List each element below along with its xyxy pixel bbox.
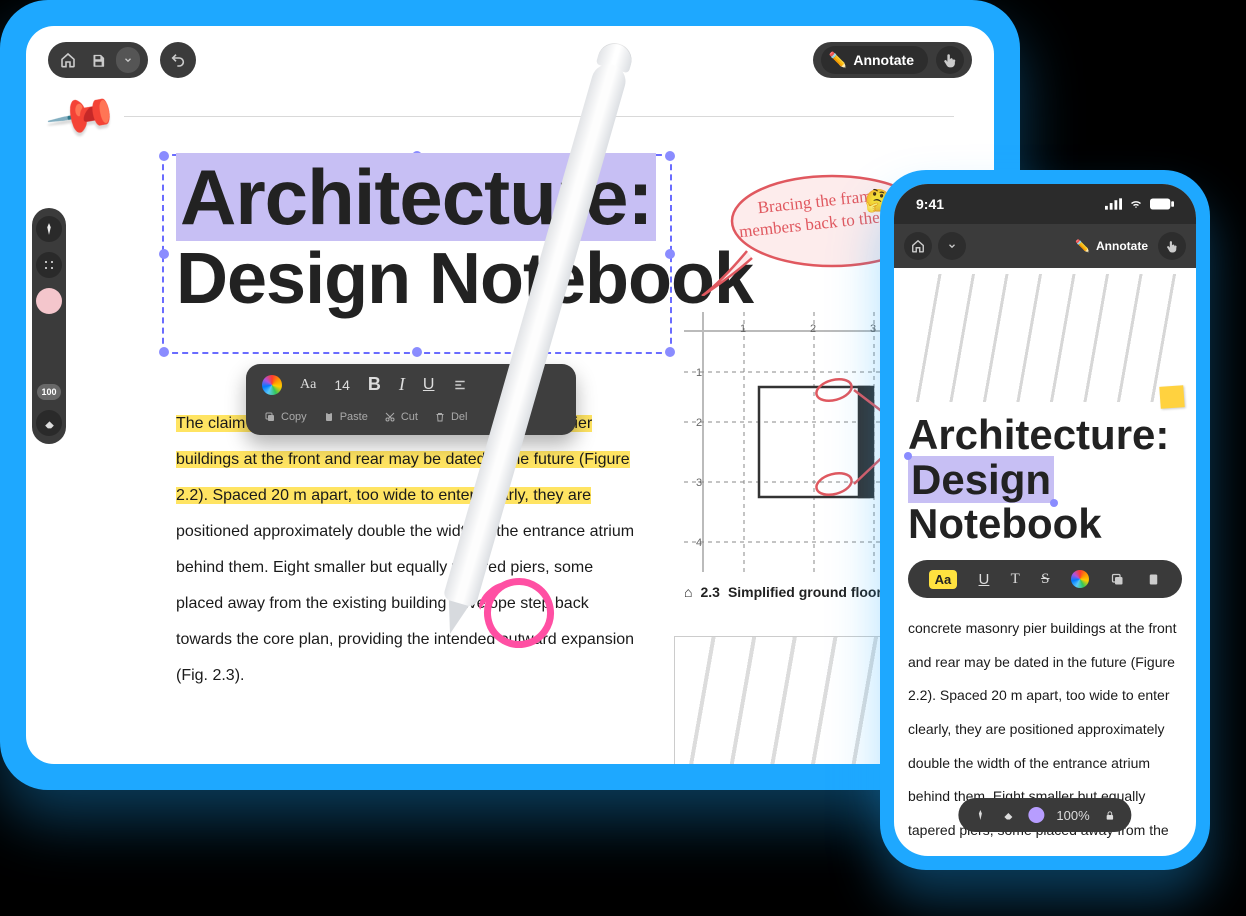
pencil-icon: ✏️ <box>1075 239 1090 253</box>
color-swatch[interactable] <box>1028 807 1044 823</box>
title-highlighted-word[interactable]: Design <box>908 456 1054 503</box>
phone-screen: 9:41 <box>894 184 1196 856</box>
home-icon[interactable] <box>56 47 80 73</box>
paste-icon[interactable] <box>1146 572 1161 587</box>
title-line1: Architecture: <box>908 414 1182 456</box>
annotate-button[interactable]: ✏️ Annotate <box>1075 239 1148 253</box>
text-format-toolbar: Aa U T S <box>908 560 1182 598</box>
svg-text:3: 3 <box>870 323 876 335</box>
copy-button[interactable]: Copy <box>264 411 307 423</box>
text-style-button[interactable]: T <box>1011 571 1020 588</box>
selection-handle[interactable] <box>159 151 169 161</box>
svg-text:3: 3 <box>696 477 702 489</box>
home-icon[interactable] <box>904 232 932 260</box>
pen-tool-icon[interactable] <box>36 216 62 242</box>
svg-text:2: 2 <box>696 417 702 429</box>
selection-handle[interactable] <box>1050 499 1058 507</box>
bottom-toolbar: 100% <box>958 798 1131 832</box>
selection-handle[interactable] <box>904 452 912 460</box>
rule-line <box>124 116 954 117</box>
annotate-button[interactable]: ✏️ Annotate <box>821 46 928 74</box>
font-size[interactable]: 14 <box>334 377 350 393</box>
underline-button[interactable]: U <box>423 376 435 394</box>
color-picker-icon[interactable] <box>1071 570 1089 588</box>
signal-icon <box>1105 198 1122 210</box>
wifi-icon <box>1128 198 1144 210</box>
document-title: Architecture: Design Notebook <box>176 158 753 318</box>
selection-handle[interactable] <box>159 347 169 357</box>
selection-handle[interactable] <box>412 347 422 357</box>
strikethrough-button[interactable]: S <box>1041 571 1049 588</box>
bold-button[interactable]: B <box>368 374 381 395</box>
title-rest: Notebook <box>908 500 1102 547</box>
svg-text:1: 1 <box>696 367 702 379</box>
italic-button[interactable]: I <box>399 374 405 395</box>
cut-button[interactable]: Cut <box>384 411 418 423</box>
pushpin-icon: 📌 <box>43 77 121 155</box>
status-bar: 9:41 <box>894 184 1196 224</box>
copy-icon[interactable] <box>1110 572 1125 587</box>
lock-icon[interactable] <box>1102 807 1118 823</box>
opacity-value[interactable]: 100 <box>37 384 61 400</box>
svg-text:4: 4 <box>696 537 702 549</box>
document-title: Architecture: Design Notebook <box>908 414 1182 546</box>
touch-mode-icon[interactable] <box>936 46 964 74</box>
phone-toolbar: ✏️ Annotate <box>894 224 1196 268</box>
nav-pill <box>48 42 148 78</box>
selection-handle[interactable] <box>665 347 675 357</box>
underline-button[interactable]: U <box>979 571 990 588</box>
pen-tool-icon[interactable] <box>972 807 988 823</box>
title-line2: Design Notebook <box>176 242 753 318</box>
touch-mode-icon[interactable] <box>1158 232 1186 260</box>
zoom-value: 100% <box>1056 808 1089 823</box>
annotate-pill: ✏️ Annotate <box>813 42 972 78</box>
status-time: 9:41 <box>916 196 944 212</box>
svg-text:2: 2 <box>810 323 816 335</box>
marker-tool-icon[interactable] <box>36 252 62 278</box>
align-button[interactable] <box>452 378 468 392</box>
pen-toolbar: 100 <box>32 208 66 444</box>
undo-button[interactable] <box>160 42 196 78</box>
chevron-down-icon[interactable] <box>116 47 140 73</box>
tablet-device: ✏️ Annotate 📌 100 <box>0 0 1020 790</box>
save-icon[interactable] <box>86 47 110 73</box>
body-text: The claim that the icon freestanding con… <box>176 406 636 694</box>
battery-icon <box>1150 198 1174 210</box>
pencil-icon: ✏️ <box>829 51 848 69</box>
svg-text:1: 1 <box>740 323 746 335</box>
color-swatch[interactable] <box>36 288 62 314</box>
selection-handle[interactable] <box>159 249 169 259</box>
eraser-tool-icon[interactable] <box>36 410 62 436</box>
chevron-down-icon[interactable] <box>938 232 966 260</box>
delete-button[interactable]: Del <box>434 411 468 423</box>
paste-button[interactable]: Paste <box>323 411 368 423</box>
home-small-icon: ⌂ <box>684 584 692 600</box>
body-rest: positioned approximately double the widt… <box>176 523 634 684</box>
phone-device: 9:41 <box>880 170 1210 870</box>
eraser-tool-icon[interactable] <box>1000 807 1016 823</box>
highlight-button[interactable]: Aa <box>929 570 958 589</box>
document: Architecture: Design Notebook The claim … <box>114 116 972 746</box>
building-image <box>908 274 1182 402</box>
tablet-screen: ✏️ Annotate 📌 100 <box>26 26 994 764</box>
annotate-label: Annotate <box>853 52 914 68</box>
font-label[interactable]: Aa <box>300 377 316 393</box>
color-picker-icon[interactable] <box>262 375 282 395</box>
sticky-note-icon <box>1159 385 1184 409</box>
